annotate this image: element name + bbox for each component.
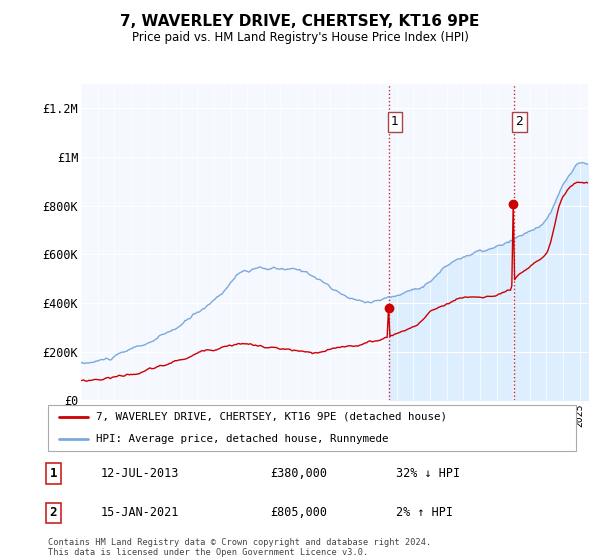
Text: 1: 1 — [391, 115, 399, 128]
Text: Contains HM Land Registry data © Crown copyright and database right 2024.
This d: Contains HM Land Registry data © Crown c… — [48, 538, 431, 557]
Text: 2: 2 — [50, 506, 57, 519]
Text: 7, WAVERLEY DRIVE, CHERTSEY, KT16 9PE (detached house): 7, WAVERLEY DRIVE, CHERTSEY, KT16 9PE (d… — [95, 412, 446, 422]
Text: 2% ↑ HPI: 2% ↑ HPI — [397, 506, 454, 519]
Text: Price paid vs. HM Land Registry's House Price Index (HPI): Price paid vs. HM Land Registry's House … — [131, 31, 469, 44]
Text: £380,000: £380,000 — [270, 467, 327, 480]
Text: 32% ↓ HPI: 32% ↓ HPI — [397, 467, 461, 480]
Text: £805,000: £805,000 — [270, 506, 327, 519]
Text: HPI: Average price, detached house, Runnymede: HPI: Average price, detached house, Runn… — [95, 434, 388, 444]
Text: 7, WAVERLEY DRIVE, CHERTSEY, KT16 9PE: 7, WAVERLEY DRIVE, CHERTSEY, KT16 9PE — [121, 14, 479, 29]
Text: 15-JAN-2021: 15-JAN-2021 — [101, 506, 179, 519]
Text: 2: 2 — [515, 115, 523, 128]
Text: 12-JUL-2013: 12-JUL-2013 — [101, 467, 179, 480]
Text: 1: 1 — [50, 467, 57, 480]
